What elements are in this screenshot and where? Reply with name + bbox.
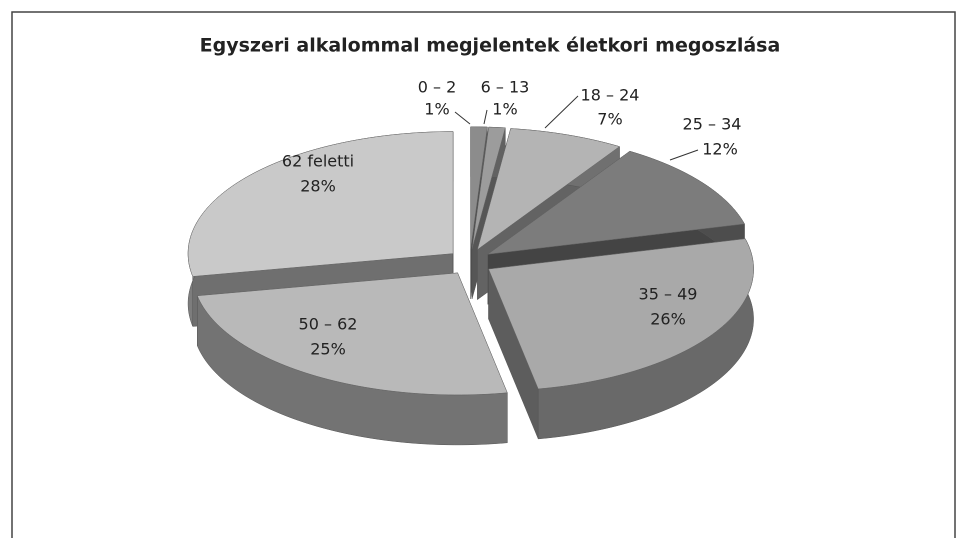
leader-line bbox=[454, 111, 471, 125]
slice-top bbox=[486, 150, 745, 255]
data-label-value: 25% bbox=[310, 340, 346, 359]
data-label-value: 1% bbox=[492, 100, 517, 119]
data-label-value: 12% bbox=[702, 140, 738, 159]
leader-line bbox=[483, 109, 488, 125]
data-label-name: 18 – 24 bbox=[581, 86, 640, 105]
data-label-value: 28% bbox=[300, 177, 336, 196]
data-label-name: 35 – 49 bbox=[639, 285, 698, 304]
slice-top bbox=[196, 272, 508, 396]
data-label-name: 62 feletti bbox=[282, 152, 354, 171]
data-label-name: 0 – 2 bbox=[418, 78, 457, 97]
slice-top bbox=[488, 238, 754, 390]
slice-top bbox=[471, 126, 506, 249]
pie-slice bbox=[488, 238, 754, 440]
chart-title: Egyszeri alkalommal megjelentek életkori… bbox=[200, 35, 781, 57]
slice-top bbox=[187, 131, 454, 277]
data-label-value: 7% bbox=[597, 110, 622, 129]
leader-line bbox=[669, 149, 699, 161]
data-label-value: 1% bbox=[424, 100, 449, 119]
data-label-name: 50 – 62 bbox=[299, 315, 358, 334]
data-label-name: 25 – 34 bbox=[683, 115, 742, 134]
slice-top bbox=[470, 126, 488, 249]
pie-slice bbox=[196, 272, 508, 446]
data-label-name: 6 – 13 bbox=[481, 78, 530, 97]
frame bbox=[11, 11, 956, 538]
data-label-value: 26% bbox=[650, 310, 686, 329]
leader-line bbox=[544, 95, 579, 129]
slice-top bbox=[477, 128, 621, 251]
